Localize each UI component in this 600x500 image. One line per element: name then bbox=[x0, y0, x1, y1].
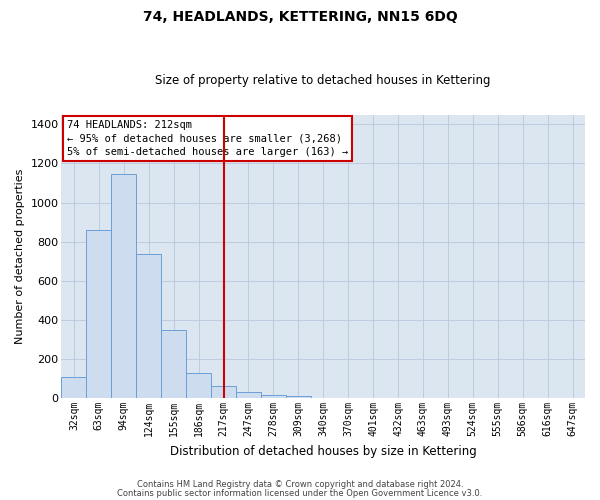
Text: Contains HM Land Registry data © Crown copyright and database right 2024.: Contains HM Land Registry data © Crown c… bbox=[137, 480, 463, 489]
Bar bbox=[286, 396, 311, 398]
Text: 74, HEADLANDS, KETTERING, NN15 6DQ: 74, HEADLANDS, KETTERING, NN15 6DQ bbox=[143, 10, 457, 24]
Bar bbox=[86, 230, 112, 398]
Bar bbox=[261, 394, 286, 398]
Bar bbox=[236, 392, 261, 398]
Bar bbox=[161, 330, 186, 398]
Bar bbox=[112, 174, 136, 398]
Bar bbox=[211, 386, 236, 398]
Title: Size of property relative to detached houses in Kettering: Size of property relative to detached ho… bbox=[155, 74, 491, 87]
Text: Contains public sector information licensed under the Open Government Licence v3: Contains public sector information licen… bbox=[118, 488, 482, 498]
Bar bbox=[186, 372, 211, 398]
X-axis label: Distribution of detached houses by size in Kettering: Distribution of detached houses by size … bbox=[170, 444, 476, 458]
Bar bbox=[61, 377, 86, 398]
Y-axis label: Number of detached properties: Number of detached properties bbox=[15, 168, 25, 344]
Bar bbox=[136, 254, 161, 398]
Text: 74 HEADLANDS: 212sqm
← 95% of detached houses are smaller (3,268)
5% of semi-det: 74 HEADLANDS: 212sqm ← 95% of detached h… bbox=[67, 120, 348, 156]
